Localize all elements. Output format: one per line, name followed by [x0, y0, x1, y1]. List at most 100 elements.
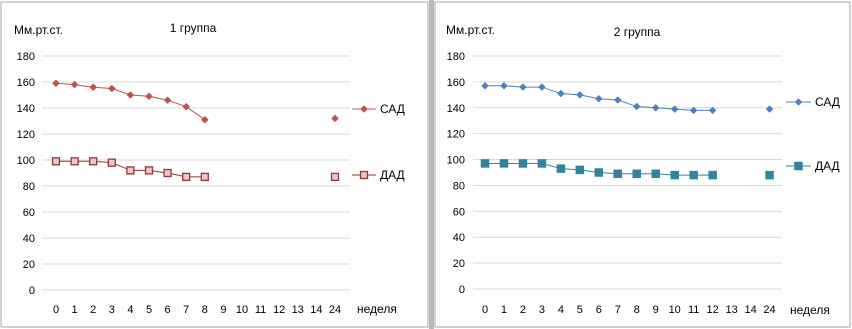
chart-2-series-1-point [708, 106, 717, 115]
chart-1-legend-label-1: САД [380, 102, 405, 116]
chart-2-xtick-label: 5 [577, 304, 583, 316]
chart-1-series-1-point [331, 114, 339, 123]
chart-1-ytick-label: 160 [17, 77, 35, 89]
chart-group-2: Мм.рт.ст. 2 группа неделя 02040608010012… [434, 1, 851, 328]
chart-1-series-1-point [52, 79, 60, 88]
chart-2-series-1-point [519, 83, 527, 91]
chart-1-series-2-point [144, 166, 154, 175]
chart-2-series-2-point [594, 168, 604, 177]
chart-1-xtick-label: 4 [127, 304, 133, 316]
chart-2-series-1-point [765, 105, 774, 113]
chart-2-xtick-label: 7 [615, 304, 621, 316]
chart-1-xtick-label: 1 [72, 304, 78, 316]
chart-1-xtick-label: 7 [183, 304, 189, 316]
chart-1-series-2-point [200, 172, 209, 182]
chart-2-series-2-point [613, 169, 623, 179]
chart-1-series-2-point [163, 168, 172, 178]
chart-2-series-2-point [651, 169, 660, 179]
chart-2-ytick-label: 80 [453, 180, 465, 192]
chart-2-series-1-point [670, 105, 679, 113]
chart-1-series-2-point [107, 158, 116, 167]
chart-2-series-2-point [670, 170, 679, 180]
chart-2-title: 2 группа [614, 25, 661, 39]
chart-separator [429, 0, 434, 329]
chart-1-frame [0, 1, 429, 328]
chart-1-ytick-label: 60 [23, 207, 35, 219]
chart-2-xtick-label: 6 [596, 304, 602, 316]
chart-1-series-2-point [182, 172, 191, 182]
chart-1-xtick-label: 24 [329, 304, 341, 316]
chart-group-1: Мм.рт.ст. 1 группа неделя 02040608010012… [0, 1, 429, 328]
chart-1-ytick-label: 40 [23, 233, 35, 245]
chart-1-ytick-label: 20 [23, 259, 35, 271]
chart-1-title: 1 группа [170, 21, 217, 35]
chart-2-xtick-label: 12 [707, 304, 719, 316]
chart-2-series-1-point [651, 103, 660, 112]
chart-1-series-1-point [182, 102, 191, 111]
chart-2-legend-label-2: ДАД [815, 159, 840, 173]
chart-1-xtick-label: 10 [236, 304, 248, 316]
chart-1-xtick-label: 11 [255, 304, 266, 316]
chart-1-xlabel: неделя [357, 302, 397, 316]
chart-2-series-2-point [556, 164, 566, 173]
chart-1-ytick-label: 100 [17, 155, 35, 167]
chart-2-series-2-point [689, 170, 698, 180]
chart-2-legend-label-1: САД [815, 95, 840, 109]
chart-2-series-2-point [708, 170, 717, 180]
chart-1-series-1-point [163, 96, 172, 105]
chart-2-series-1-point [481, 81, 489, 90]
chart-2-xtick-label: 3 [539, 304, 545, 316]
chart-2-series-1-point [594, 94, 603, 103]
chart-2-xtick-label: 13 [725, 304, 737, 316]
chart-1-xtick-label: 5 [146, 304, 152, 316]
chart-1-xtick-label: 13 [292, 304, 304, 316]
chart-1-series-2-point [330, 172, 340, 182]
chart-2-series-1-point [538, 83, 546, 91]
chart-2-series-2-point [765, 170, 774, 180]
chart-2-xtick-label: 1 [501, 304, 507, 316]
chart-2-ytick-label: 40 [453, 232, 465, 244]
chart-1-series-2-point [70, 157, 79, 166]
chart-2-ytick-label: 140 [447, 103, 465, 115]
chart-2-xtick-label: 10 [669, 304, 681, 316]
chart-2-series-2-point [499, 159, 509, 168]
chart-1-ylabel: Мм.рт.ст. [14, 23, 63, 37]
chart-2-series-1-point [632, 102, 641, 111]
chart-2-xtick-label: 11 [688, 304, 699, 316]
chart-1-xtick-label: 14 [310, 304, 322, 316]
chart-2-xtick-label: 14 [744, 304, 756, 316]
chart-1-xtick-label: 8 [202, 304, 208, 316]
chart-2-legend-marker-1 [794, 98, 803, 106]
chart-2-series-2-point [575, 165, 585, 175]
chart-2-xtick-label: 0 [482, 304, 488, 316]
chart-2-xlabel: неделя [790, 303, 830, 317]
chart-1-series-1-point [70, 80, 79, 89]
chart-2-ytick-label: 100 [447, 155, 465, 167]
chart-1-ytick-label: 140 [17, 103, 35, 115]
chart-2-xtick-label: 2 [520, 304, 526, 316]
chart-2-ytick-label: 20 [453, 258, 465, 270]
chart-1-xtick-label: 2 [90, 304, 96, 316]
chart-2-series-2-point [518, 159, 528, 168]
chart-2-series-1-point [689, 106, 698, 115]
chart-2-series-1-point [575, 90, 584, 99]
chart-1-series-1-point [200, 115, 209, 124]
chart-1-series-1-point [126, 91, 135, 99]
chart-1-series-2-point [89, 157, 98, 166]
chart-1-series-2-point [51, 157, 61, 166]
chart-2-series-1-point [500, 81, 508, 90]
chart-2-ytick-label: 180 [447, 51, 465, 63]
chart-2-xtick-label: 8 [634, 304, 640, 316]
chart-1-legend-marker-2 [359, 170, 369, 180]
chart-2-xtick-label: 9 [653, 304, 659, 316]
chart-1-ytick-label: 120 [17, 129, 35, 141]
chart-1-ytick-label: 80 [23, 181, 35, 193]
chart-1-series-2-point [126, 166, 135, 175]
chart-1-series-1-point [145, 92, 153, 101]
chart-1-series-1-point [89, 83, 98, 92]
chart-1-xtick-label: 9 [220, 304, 226, 316]
chart-1-series-1-point [107, 84, 116, 93]
chart-2-ylabel: Мм.рт.ст. [446, 23, 495, 37]
